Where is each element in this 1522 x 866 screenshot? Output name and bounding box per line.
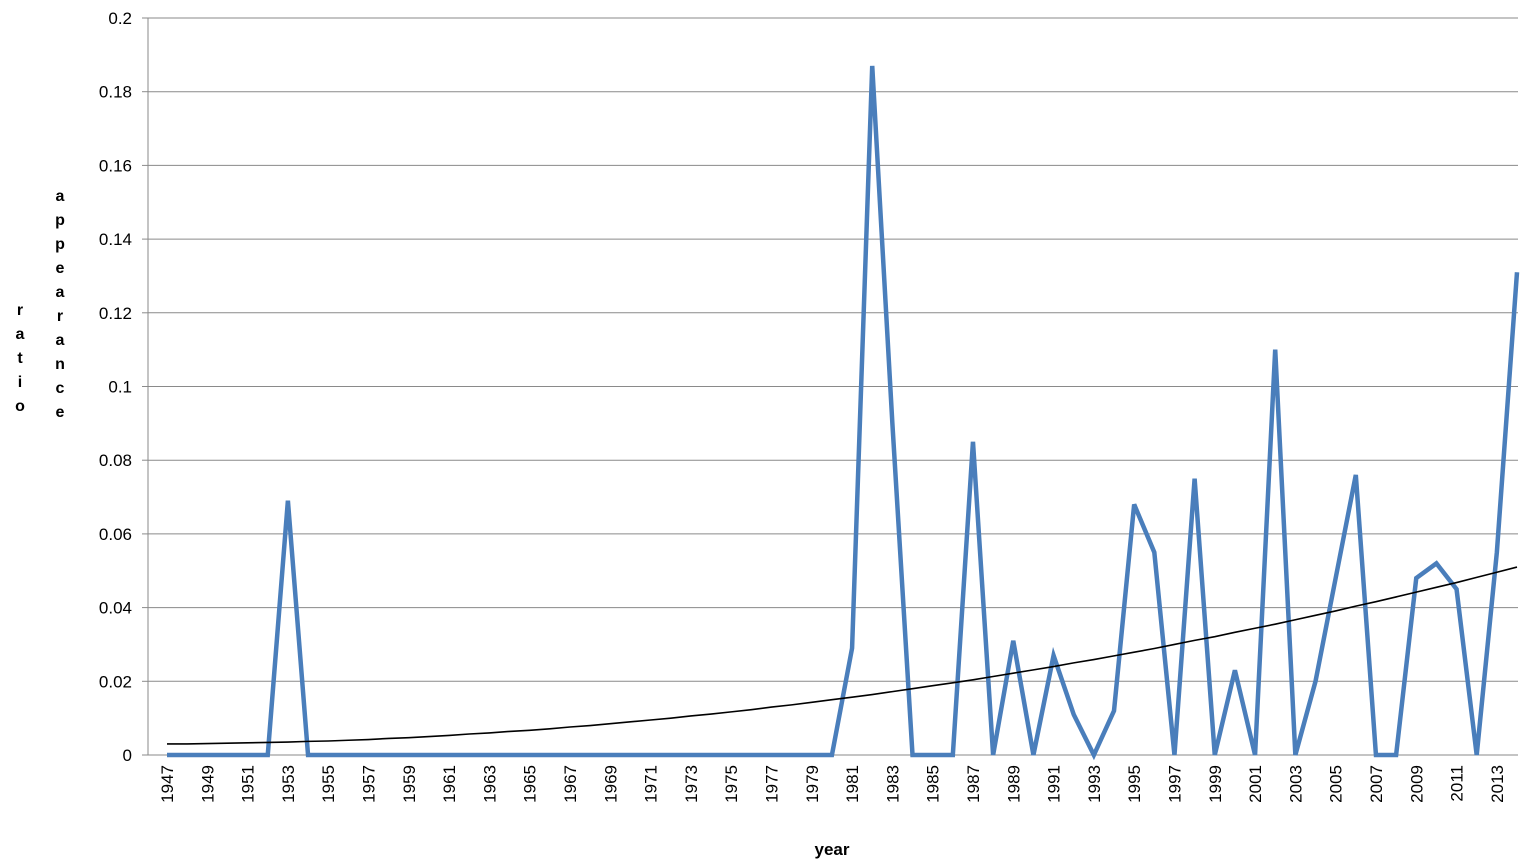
x-tick-label: 2003 <box>1286 765 1305 803</box>
x-tick-label: 1985 <box>924 765 943 803</box>
y-tick-label: 0.16 <box>99 156 132 175</box>
y-tick-label: 0.12 <box>99 304 132 323</box>
x-tick-label: 1987 <box>964 765 983 803</box>
x-tick-label: 1951 <box>239 765 258 803</box>
x-tick-label: 1967 <box>561 765 580 803</box>
data-line <box>167 65 1520 761</box>
x-tick-label: 1965 <box>521 765 540 803</box>
y-tick-label: 0.14 <box>99 230 132 249</box>
x-tick-label: 2013 <box>1488 765 1507 803</box>
x-tick-label: 1973 <box>682 765 701 803</box>
y-axis-label: appearance <box>52 188 69 428</box>
y-tick-label: 0.08 <box>99 451 132 470</box>
x-tick-label: 1963 <box>480 765 499 803</box>
x-axis-label: year <box>815 840 850 859</box>
trend-line <box>167 566 1518 745</box>
y-tick-label: 0.1 <box>108 378 132 397</box>
x-tick-label: 1989 <box>1004 765 1023 803</box>
x-tick-label: 1999 <box>1206 765 1225 803</box>
x-tick-label: 1995 <box>1125 765 1144 803</box>
x-tick-label: 2001 <box>1246 765 1265 803</box>
x-tick-label: 1959 <box>400 765 419 803</box>
y-tick-label: 0.02 <box>99 672 132 691</box>
y-tick-label: 0 <box>123 746 132 765</box>
y-tick-label: 0.2 <box>108 9 132 28</box>
x-tick-label: 1949 <box>198 765 217 803</box>
x-tick-label: 1991 <box>1045 765 1064 803</box>
x-tick-label: 1977 <box>762 765 781 803</box>
x-tick-label: 1955 <box>319 765 338 803</box>
x-tick-label: 1975 <box>722 765 741 803</box>
y-tick-label: 0.18 <box>99 83 132 102</box>
x-tick-label: 1961 <box>440 765 459 803</box>
x-tick-label: 1979 <box>803 765 822 803</box>
x-tick-label: 2005 <box>1327 765 1346 803</box>
x-tick-label: 1993 <box>1085 765 1104 803</box>
x-tick-label: 1971 <box>642 765 661 803</box>
x-tick-label: 1953 <box>279 765 298 803</box>
x-tick-label: 2009 <box>1407 765 1426 803</box>
x-tick-label: 1997 <box>1165 765 1184 803</box>
x-tick-label: 1981 <box>843 765 862 803</box>
x-tick-label: 1983 <box>883 765 902 803</box>
x-tick-label: 2011 <box>1448 765 1467 802</box>
x-tick-label: 1969 <box>601 765 620 803</box>
x-tick-label: 1947 <box>158 765 177 803</box>
x-tick-label: 1957 <box>359 765 378 803</box>
y-axis-label: ratio <box>12 302 29 422</box>
x-tick-label: 2007 <box>1367 765 1386 803</box>
y-tick-label: 0.04 <box>99 599 132 618</box>
y-tick-label: 0.06 <box>99 525 132 544</box>
